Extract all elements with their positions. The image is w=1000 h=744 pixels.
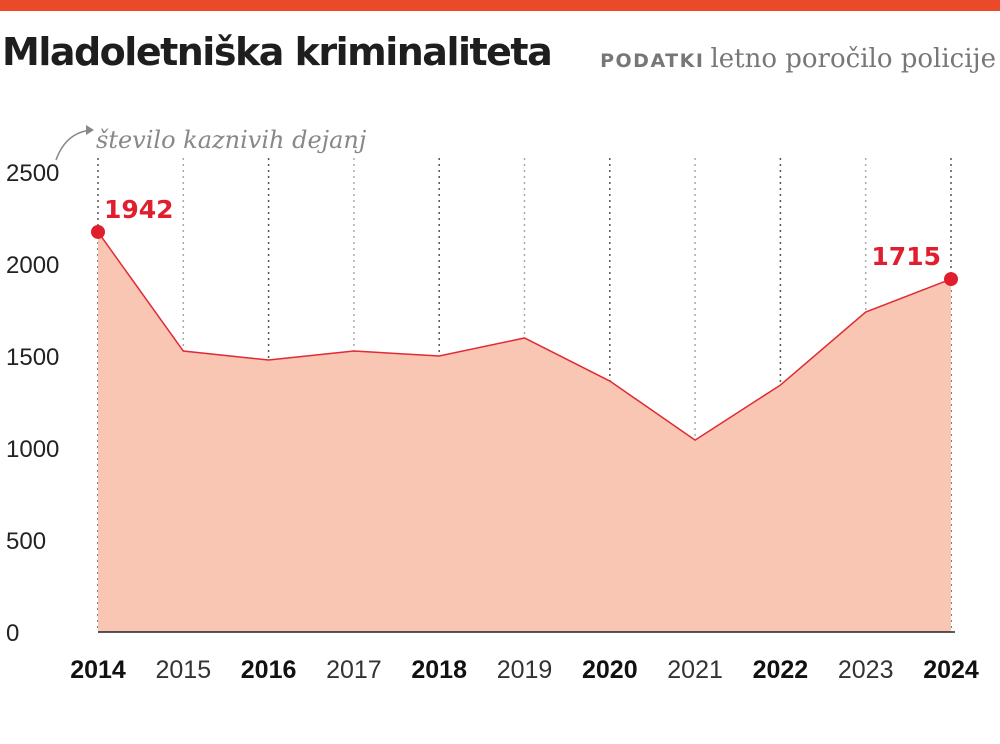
y-tick-label: 500 [6,528,46,555]
y-axis-label: število kaznivih dejanj [96,126,367,154]
x-tick-label: 2017 [326,656,382,684]
arrow-head-icon [86,125,94,135]
series-line [97,231,952,441]
x-tick-label: 2014 [70,656,126,684]
x-tick-label: 2023 [838,656,894,684]
source-text: letno poročilo policije [710,44,996,74]
accent-bar [0,0,1000,11]
x-tick-label: 2015 [155,656,211,684]
x-tick-label: 2018 [411,656,467,684]
data-point-marker [91,224,105,239]
y-tick-label: 2000 [6,252,59,279]
x-tick-label: 2016 [241,656,297,684]
data-label: 1942 [104,195,174,224]
y-tick-label: 1000 [6,436,59,463]
x-tick-label: 2019 [497,656,553,684]
y-tick-label: 1500 [6,344,59,371]
data-label: 1715 [871,242,941,271]
y-tick-label: 0 [6,620,19,647]
x-tick-label: 2024 [923,656,979,684]
data-point-marker [944,272,958,287]
chart-title: Mladoletniška kriminaliteta [2,30,553,74]
y-tick-label: 2500 [6,160,59,187]
x-tick-label: 2021 [667,656,723,684]
source-note: PODATKI letno poročilo policije [600,44,996,74]
x-tick-label: 2020 [582,656,638,684]
source-label: PODATKI [600,50,705,72]
area-fill [98,231,951,632]
x-tick-label: 2022 [753,656,809,684]
